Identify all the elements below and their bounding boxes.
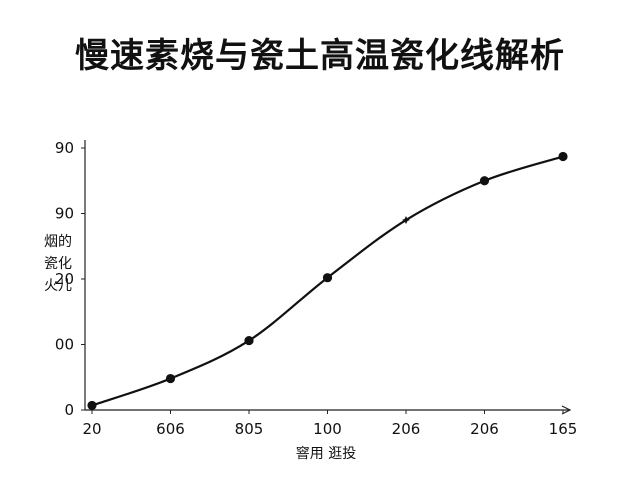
data-point xyxy=(87,400,97,411)
x-tick-label: 206 xyxy=(392,420,421,438)
y-tick-label: 0 xyxy=(64,401,74,419)
x-axis-label: 窨用 逛投 xyxy=(296,445,356,462)
y-tick-label: 20 xyxy=(55,270,74,288)
data-point xyxy=(244,335,254,346)
y-tick-label: 90 xyxy=(55,205,74,223)
data-point xyxy=(479,176,490,186)
data-point xyxy=(322,273,333,283)
x-tick-label: 606 xyxy=(156,420,185,438)
data-point xyxy=(558,151,568,162)
y-tick-label: 00 xyxy=(55,336,74,354)
chart-title: 慢速素烧与瓷土高温瓷化线解析 xyxy=(75,36,565,76)
axes xyxy=(81,140,572,415)
x-tick-label: 100 xyxy=(313,420,342,438)
axis-labels: 窨用 逛投 烟的瓷化火儿 xyxy=(44,234,356,462)
y-tick-label: 90 xyxy=(55,139,74,157)
y-axis-label: 烟的瓷化火儿 xyxy=(44,234,72,294)
x-axis-arrow xyxy=(561,405,572,415)
x-tick-label: 206 xyxy=(470,420,499,438)
x-tick-label: 805 xyxy=(235,420,264,438)
data-points xyxy=(87,151,568,411)
x-tick-label: 165 xyxy=(549,420,578,438)
data-point xyxy=(402,216,410,225)
x-tick-label: 20 xyxy=(82,420,101,438)
data-point xyxy=(165,373,176,384)
